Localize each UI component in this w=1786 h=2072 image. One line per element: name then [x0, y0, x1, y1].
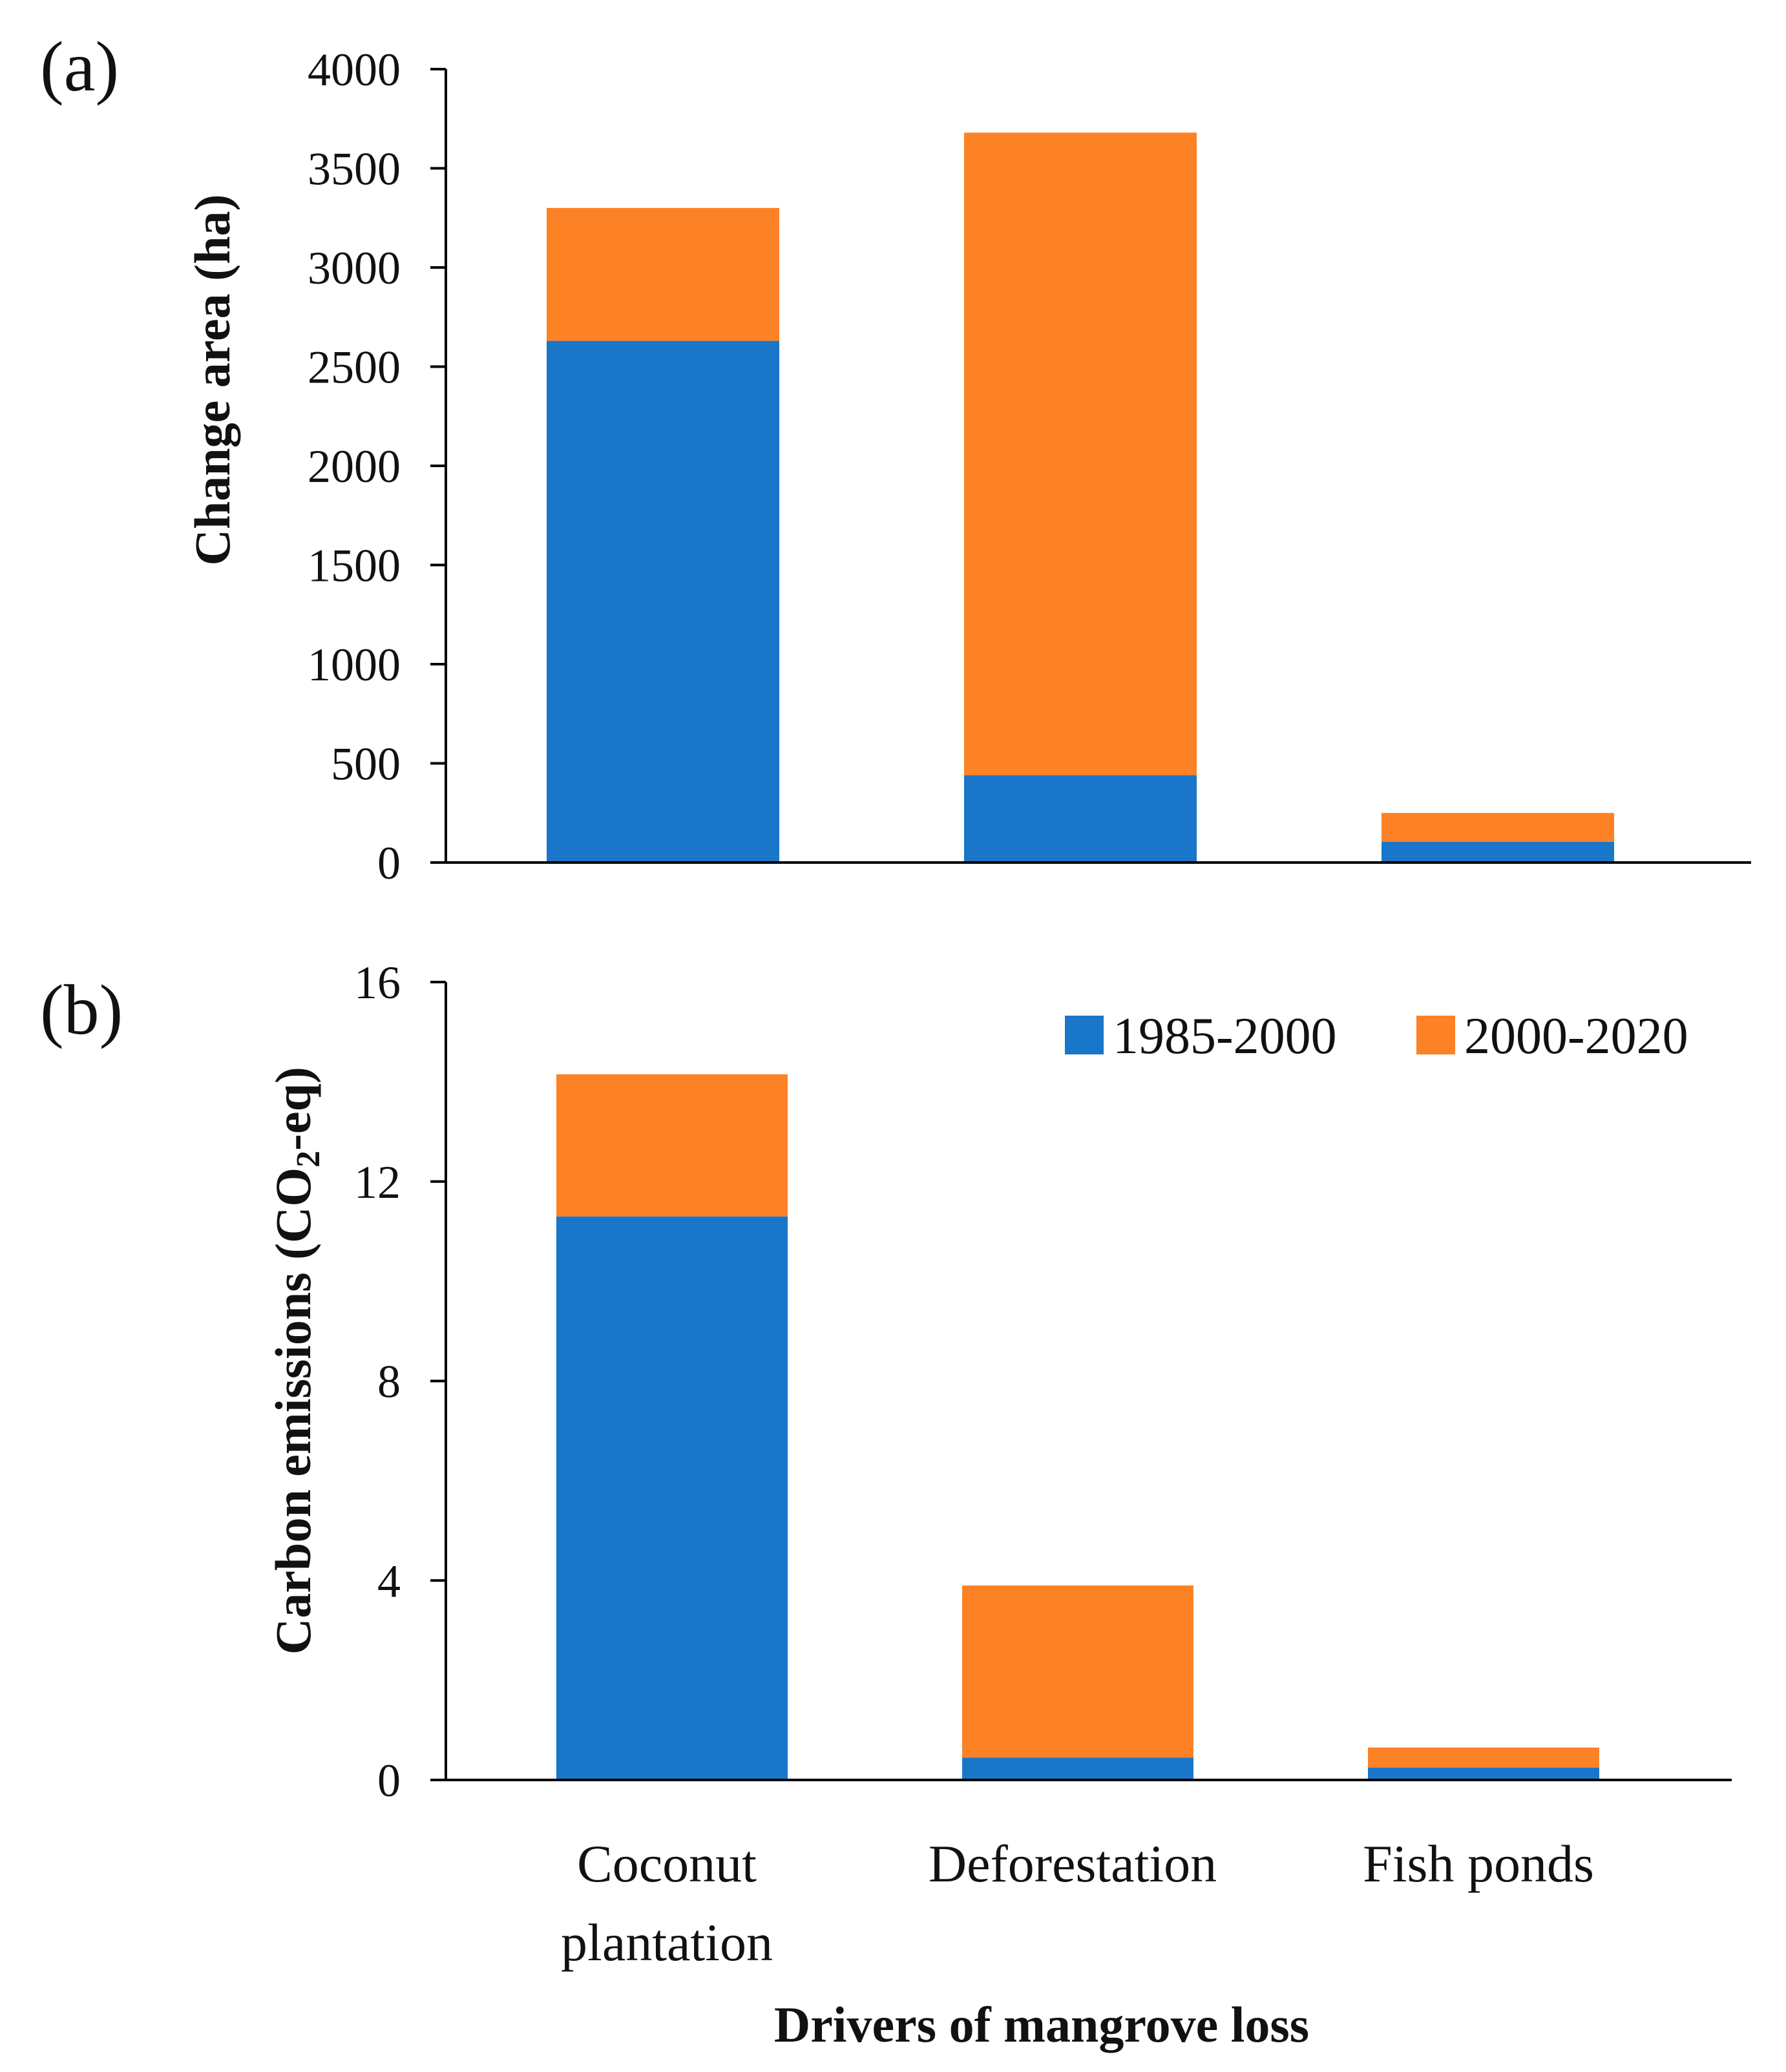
panel-b-bar-fish-ponds-1985-2000	[1368, 1767, 1599, 1780]
x-category-label-deforestation: Deforestation	[929, 1834, 1217, 1893]
panel-a-bar-fish-ponds-2000-2020	[1382, 813, 1614, 842]
panel-b-y-tick-label: 12	[354, 1156, 401, 1208]
panel-a-y-tick-label: 2000	[308, 441, 401, 492]
panel-a-y-tick-label: 4000	[308, 44, 401, 96]
panel-a-y-tick-label: 3000	[308, 242, 401, 294]
legend-swatch-1985-2000	[1065, 1016, 1104, 1054]
x-category-label-coconut-plantation-line-2: plantation	[561, 1913, 773, 1972]
panel-a-y-tick-label: 1000	[308, 639, 401, 691]
panel-a-y-axis-title: Change area (ha)	[184, 194, 240, 566]
legend: 1985-2000 2000-2020	[1065, 1008, 1688, 1065]
panel-a-y-tick-label: 1500	[308, 540, 401, 592]
panel-b-y-axis-title: Carbon emissions (CO2-eq)	[265, 1067, 327, 1655]
panel-a-y-tick-label: 2500	[308, 342, 401, 393]
panel-b-bar-fish-ponds-2000-2020	[1368, 1747, 1599, 1768]
panel-a-bar-coconut-plantation-1985-2000	[547, 340, 779, 863]
panel-a-y-tick-label: 500	[331, 738, 401, 790]
x-category-label-coconut-plantation-line-1: Coconut	[577, 1834, 757, 1893]
panel-b-bar-coconut-plantation-2000-2020	[556, 1074, 788, 1217]
panel-b-bar-deforestation-2000-2020	[962, 1585, 1193, 1758]
panel-b-y-tick-label: 0	[377, 1755, 401, 1806]
panel-b-y-axis-title-suffix: -eq)	[265, 1067, 321, 1151]
panel-a-change-area: (a) Change area (ha) 0 500 1000 1500 2000 250…	[40, 27, 1751, 889]
panel-b-label: (b)	[40, 970, 123, 1049]
panel-b-y-axis-title-main: Carbon emissions (CO	[265, 1167, 321, 1655]
panel-a-bar-fish-ponds-1985-2000	[1382, 841, 1614, 863]
panel-b-y-tick-label: 16	[354, 957, 401, 1009]
panel-a-bar-deforestation-2000-2020	[964, 132, 1197, 775]
legend-label-1985-2000: 1985-2000	[1113, 1008, 1337, 1065]
panel-a-bar-coconut-plantation-2000-2020	[547, 207, 779, 341]
panel-b-bar-coconut-plantation-1985-2000	[556, 1216, 788, 1780]
panel-b-bar-deforestation-1985-2000	[962, 1757, 1193, 1780]
legend-label-2000-2020: 2000-2020	[1464, 1008, 1688, 1065]
legend-swatch-2000-2020	[1416, 1016, 1455, 1054]
panel-b-y-tick-label: 4	[377, 1555, 401, 1607]
panel-b-y-tick-label: 8	[377, 1356, 401, 1408]
panel-a-label: (a)	[40, 27, 119, 106]
panel-a-y-tick-label: 3500	[308, 143, 401, 195]
x-category-label-fish-ponds: Fish ponds	[1363, 1834, 1594, 1893]
panel-b-y-axis-title-subscript: 2	[290, 1151, 327, 1167]
panel-a-bar-deforestation-1985-2000	[964, 775, 1197, 863]
x-axis-title: Drivers of mangrove loss	[774, 1996, 1309, 2053]
panel-b-carbon-emissions: (b) Carbon emissions (CO2-eq) 0 4 8 12 16 19…	[40, 957, 1732, 2053]
panel-a-y-tick-label: 0	[377, 837, 401, 889]
